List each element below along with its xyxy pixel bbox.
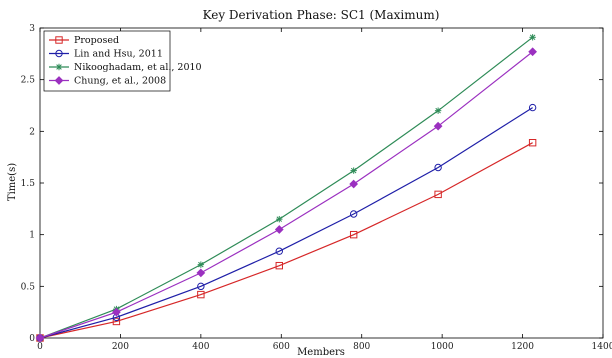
series-line <box>39 142 533 339</box>
data-point <box>112 317 121 326</box>
legend-marker <box>54 76 64 85</box>
data-point <box>349 210 358 218</box>
data-point <box>434 163 442 172</box>
legend-item: Lin and Hsu, 2011 <box>49 49 163 60</box>
marker-stroke <box>529 34 536 41</box>
y-tick-label: 3 <box>29 24 35 34</box>
legend-label: Chung, et al., 2008 <box>74 76 166 87</box>
data-point <box>528 139 537 147</box>
x-tick-label: 1200 <box>511 342 534 352</box>
data-point <box>196 268 206 278</box>
y-tick-label: 1.5 <box>21 179 36 189</box>
x-tick-label: 200 <box>112 342 129 352</box>
x-tick-label: 1400 <box>592 342 612 352</box>
legend-item: Chung, et al., 2008 <box>49 76 166 87</box>
data-point <box>275 247 283 255</box>
data-point <box>35 333 45 343</box>
data-point <box>197 290 205 299</box>
chart-title: Key Derivation Phase: SC1 (Maximum) <box>203 8 440 22</box>
data-point <box>112 307 121 317</box>
legend-label: Proposed <box>74 35 119 46</box>
legend-marker <box>55 49 63 58</box>
series-line <box>39 107 533 339</box>
marker-stroke <box>56 64 62 70</box>
legend: Proposed Lin and Hsu, 2011 Nikooghadam, et… <box>43 30 202 92</box>
data-point <box>349 179 359 189</box>
data-point <box>275 261 283 270</box>
x-tick-label: 1000 <box>431 342 454 352</box>
data-point <box>434 190 442 199</box>
y-tick-label: 0 <box>29 334 35 344</box>
legend-label: Lin and Hsu, 2011 <box>74 49 163 60</box>
data-point <box>274 225 284 234</box>
x-tick-label: 800 <box>353 342 370 352</box>
y-tick-label: 0.5 <box>21 282 36 292</box>
series-4 <box>35 47 537 343</box>
data-point <box>197 261 205 268</box>
data-point <box>276 215 283 223</box>
data-point <box>433 121 443 131</box>
y-tick-label: 2 <box>29 127 35 137</box>
data-point <box>528 103 537 112</box>
y-tick-label: 2.5 <box>21 76 36 86</box>
x-tick-label: 0 <box>37 342 43 352</box>
legend-marker <box>55 63 63 71</box>
marker-stroke <box>276 216 283 222</box>
data-point <box>434 107 442 114</box>
plot-area: 0 200 400 600 800 1000 1200 1400 0 0.5 1 1.5 2 2.5 3 <box>21 24 612 352</box>
legend-item: Nikooghadam, et al., 2010 <box>49 62 202 73</box>
x-tick-label: 600 <box>273 342 290 352</box>
data-point <box>197 282 205 291</box>
data-point <box>528 47 537 57</box>
data-point <box>529 34 536 41</box>
y-axis-label: Time(s) <box>7 163 18 201</box>
legend-item: Proposed <box>49 35 119 46</box>
legend-marker <box>55 36 63 44</box>
x-axis-label: Members <box>297 347 345 358</box>
legend-label: Nikooghadam, et al., 2010 <box>74 62 202 73</box>
marker-stroke <box>198 261 204 268</box>
marker-stroke <box>350 167 357 174</box>
x-tick-label: 400 <box>192 342 209 352</box>
marker-stroke <box>435 107 441 114</box>
y-tick-label: 1 <box>29 231 35 241</box>
data-point <box>349 230 358 239</box>
series-2 <box>36 103 537 342</box>
data-point <box>350 167 357 174</box>
